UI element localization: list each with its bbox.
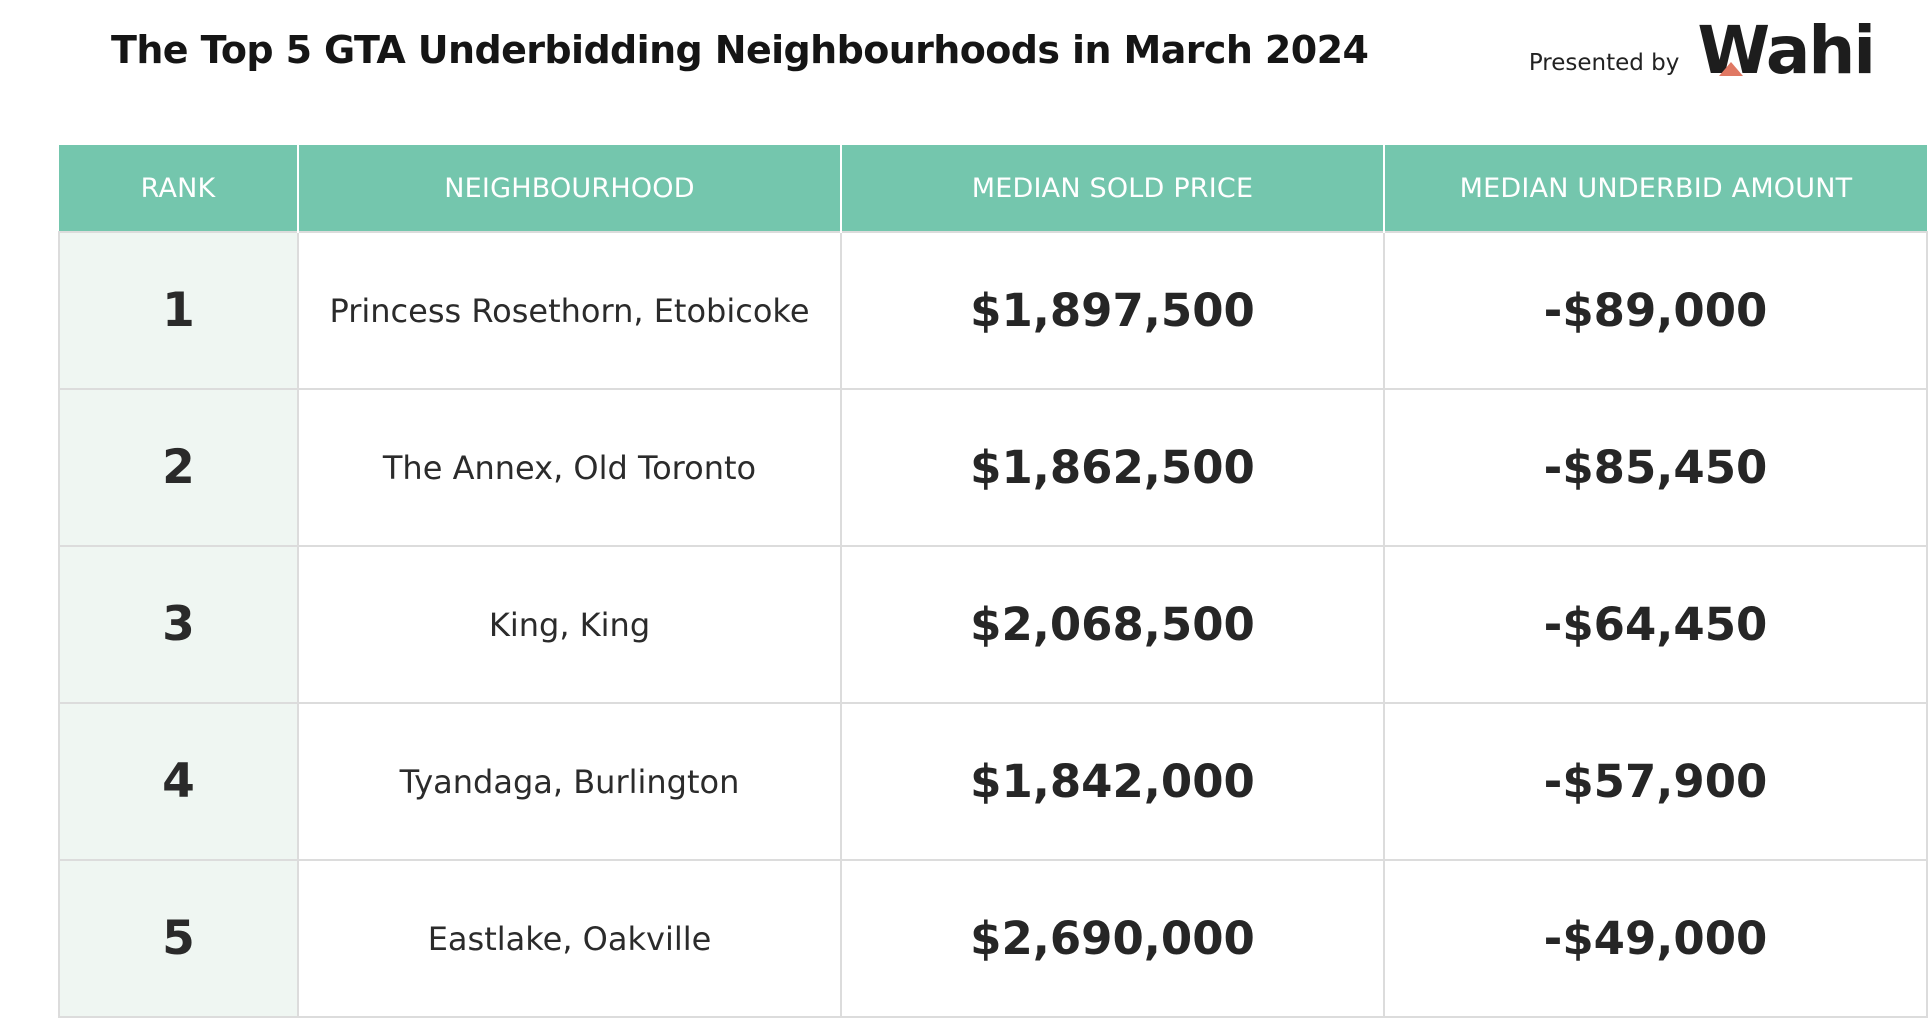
median-underbid-cell: -$89,000 (1383, 231, 1928, 390)
underbidding-table: RANK NEIGHBOURHOOD MEDIAN SOLD PRICE MED… (58, 145, 1928, 1018)
rank-cell: 5 (58, 859, 299, 1018)
rank-cell: 2 (58, 388, 299, 547)
table-row: 1 Princess Rosethorn, Etobicoke $1,897,5… (58, 231, 1928, 390)
header-median-underbid-amount: MEDIAN UNDERBID AMOUNT (1384, 145, 1927, 232)
rank-cell: 4 (58, 702, 299, 861)
table-row: 5 Eastlake, Oakville $2,690,000 -$49,000 (58, 859, 1928, 1018)
page-title: The Top 5 GTA Underbidding Neighbourhood… (111, 28, 1369, 72)
house-roof-icon (1719, 62, 1744, 76)
brand-block: Presented by Wahi (1528, 10, 1876, 84)
median-underbid-cell: -$85,450 (1383, 388, 1928, 547)
header-neighbourhood: NEIGHBOURHOOD (298, 145, 842, 232)
neighbourhood-cell: Princess Rosethorn, Etobicoke (297, 231, 842, 390)
wahi-logo: Wahi (1697, 18, 1876, 84)
underbidding-table-container: RANK NEIGHBOURHOOD MEDIAN SOLD PRICE MED… (58, 145, 1928, 1018)
median-sold-price-cell: $1,862,500 (840, 388, 1385, 547)
neighbourhood-cell: The Annex, Old Toronto (297, 388, 842, 547)
wahi-logo-text: Wahi (1697, 12, 1876, 89)
table-row: 2 The Annex, Old Toronto $1,862,500 -$85… (58, 388, 1928, 547)
median-underbid-cell: -$57,900 (1383, 702, 1928, 861)
rank-cell: 1 (58, 231, 299, 390)
neighbourhood-cell: Eastlake, Oakville (297, 859, 842, 1018)
neighbourhood-cell: Tyandaga, Burlington (297, 702, 842, 861)
median-underbid-cell: -$49,000 (1383, 859, 1928, 1018)
median-sold-price-cell: $2,690,000 (840, 859, 1385, 1018)
table-row: 3 King, King $2,068,500 -$64,450 (58, 545, 1928, 704)
median-sold-price-cell: $1,897,500 (840, 231, 1385, 390)
table-header-row: RANK NEIGHBOURHOOD MEDIAN SOLD PRICE MED… (59, 145, 1927, 232)
rank-cell: 3 (58, 545, 299, 704)
table-row: 4 Tyandaga, Burlington $1,842,000 -$57,9… (58, 702, 1928, 861)
neighbourhood-cell: King, King (297, 545, 842, 704)
median-sold-price-cell: $2,068,500 (840, 545, 1385, 704)
header-median-sold-price: MEDIAN SOLD PRICE (841, 145, 1385, 232)
median-sold-price-cell: $1,842,000 (840, 702, 1385, 861)
presented-by-label: Presented by (1528, 50, 1680, 76)
header-rank: RANK (59, 145, 299, 232)
median-underbid-cell: -$64,450 (1383, 545, 1928, 704)
